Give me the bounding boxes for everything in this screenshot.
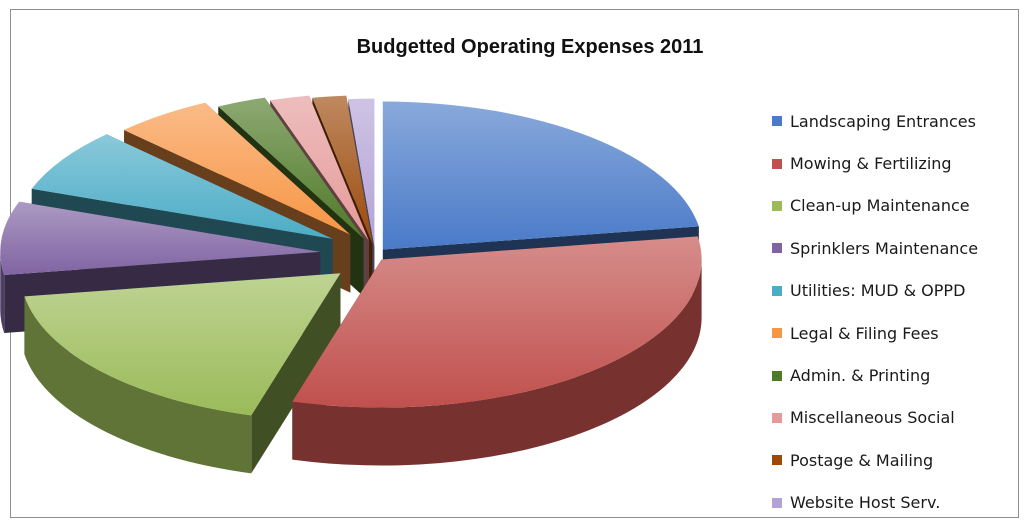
legend-item-miscellaneous-social: Miscellaneous Social — [772, 397, 1022, 439]
slice-start-side-clean-up-maintenance — [251, 273, 341, 474]
legend-swatch — [772, 116, 782, 127]
legend-item-clean-up-maintenance: Clean-up Maintenance — [772, 185, 1022, 227]
legend-item-utilities-mud-oppd: Utilities: MUD & OPPD — [772, 270, 1022, 312]
legend-swatch — [772, 328, 782, 339]
slice-admin-printing — [218, 97, 364, 239]
legend-label: Clean-up Maintenance — [790, 196, 970, 216]
slice-clean-up-maintenance — [24, 273, 341, 416]
pie-chart — [0, 95, 702, 474]
legend-label: Sprinklers Maintenance — [790, 238, 979, 258]
legend-swatch — [772, 243, 782, 254]
legend-swatch — [772, 412, 782, 423]
slice-outer-side-sprinklers-maintenance — [0, 251, 5, 334]
legend-item-sprinklers-maintenance: Sprinklers Maintenance — [772, 227, 1022, 269]
slice-landscaping-entrances — [382, 101, 699, 250]
slice-outer-side-clean-up-maintenance — [24, 296, 252, 474]
slice-utilities-mud-oppd — [31, 134, 333, 239]
legend-label: Miscellaneous Social — [790, 408, 955, 428]
chart-title: Budgetted Operating Expenses 2011 — [356, 36, 704, 58]
slice-postage-mailing — [312, 95, 373, 244]
slice-miscellaneous-social — [270, 95, 370, 242]
legend-label: Website Host Serv. — [790, 493, 941, 513]
legend-label: Mowing & Fertilizing — [790, 154, 952, 174]
legend-item-admin-printing: Admin. & Printing — [772, 354, 1022, 396]
slice-legal-filing-fees — [124, 102, 351, 235]
legend-item-landscaping-entrances: Landscaping Entrances — [772, 100, 1022, 142]
slice-sprinklers-maintenance — [0, 201, 321, 276]
legend-swatch — [772, 370, 782, 381]
legend-swatch — [772, 455, 782, 466]
legend: Landscaping Entrances Mowing & Fertilizin… — [772, 100, 1022, 524]
legend-item-legal-filing-fees: Legal & Filing Fees — [772, 312, 1022, 354]
legend-swatch — [772, 497, 782, 508]
slice-mowing-fertilizing — [292, 236, 702, 408]
legend-label: Admin. & Printing — [790, 366, 931, 386]
legend-swatch — [772, 200, 782, 211]
slice-website-host-serv — [348, 98, 375, 247]
legend-label: Landscaping Entrances — [790, 111, 976, 131]
slice-outer-side-mowing-fertilizing — [292, 259, 702, 466]
legend-swatch — [772, 158, 782, 169]
legend-item-mowing-fertilizing: Mowing & Fertilizing — [772, 142, 1022, 184]
legend-label: Legal & Filing Fees — [790, 323, 939, 343]
legend-label: Postage & Mailing — [790, 450, 934, 470]
legend-swatch — [772, 285, 782, 296]
legend-item-website-host-serv: Website Host Serv. — [772, 482, 1022, 524]
legend-item-postage-mailing: Postage & Mailing — [772, 439, 1022, 481]
legend-label: Utilities: MUD & OPPD — [790, 281, 966, 301]
